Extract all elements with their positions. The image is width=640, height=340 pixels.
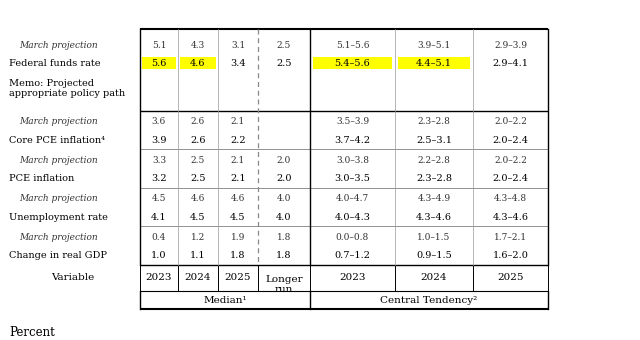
Text: 2.0–2.2: 2.0–2.2	[494, 156, 527, 165]
Text: 5.1: 5.1	[152, 41, 166, 50]
Text: 3.6: 3.6	[152, 117, 166, 126]
Text: 5.1–5.6: 5.1–5.6	[336, 41, 369, 50]
Text: 4.5: 4.5	[230, 213, 246, 222]
Text: 2.2–2.8: 2.2–2.8	[417, 156, 451, 165]
Text: 4.6: 4.6	[231, 194, 245, 203]
Text: 2023: 2023	[339, 273, 365, 282]
Text: 2025: 2025	[225, 273, 252, 282]
Text: 2.3–2.8: 2.3–2.8	[417, 117, 451, 126]
Text: Variable: Variable	[51, 273, 94, 282]
Text: 1.0: 1.0	[151, 251, 167, 260]
Text: 1.1: 1.1	[190, 251, 206, 260]
Text: 4.0: 4.0	[276, 213, 292, 222]
Text: 2.0: 2.0	[276, 174, 292, 183]
Text: 2.0–2.4: 2.0–2.4	[493, 174, 529, 183]
Text: Median¹: Median¹	[203, 295, 247, 305]
Text: 4.5: 4.5	[152, 194, 166, 203]
Text: 2.6: 2.6	[190, 136, 205, 145]
Text: 1.8: 1.8	[276, 251, 292, 260]
Text: Change in real GDP: Change in real GDP	[9, 251, 107, 260]
Text: 3.0–3.5: 3.0–3.5	[335, 174, 371, 183]
Text: 2024: 2024	[420, 273, 447, 282]
Bar	[180, 57, 216, 69]
Text: 1.8: 1.8	[277, 233, 291, 242]
Text: 0.9–1.5: 0.9–1.5	[416, 251, 452, 260]
Text: 1.7–2.1: 1.7–2.1	[494, 233, 527, 242]
Text: 2.5–3.1: 2.5–3.1	[416, 136, 452, 145]
Text: 2.1: 2.1	[231, 156, 245, 165]
Text: March projection: March projection	[19, 194, 98, 203]
Text: 4.0: 4.0	[277, 194, 291, 203]
Text: 0.7–1.2: 0.7–1.2	[335, 251, 371, 260]
Bar	[398, 57, 470, 69]
Text: 3.9: 3.9	[151, 136, 167, 145]
Text: Federal funds rate: Federal funds rate	[9, 59, 100, 68]
Text: 4.3–4.8: 4.3–4.8	[494, 194, 527, 203]
Text: Memo: Projected
appropriate policy path: Memo: Projected appropriate policy path	[9, 79, 125, 99]
Text: 2.5: 2.5	[190, 174, 205, 183]
Text: 1.2: 1.2	[191, 233, 205, 242]
Text: 2.1: 2.1	[230, 174, 246, 183]
Text: 1.9: 1.9	[231, 233, 245, 242]
Text: 4.6: 4.6	[191, 194, 205, 203]
Text: 2.9–3.9: 2.9–3.9	[494, 41, 527, 50]
Text: 3.1: 3.1	[231, 41, 245, 50]
Text: 2.3–2.8: 2.3–2.8	[416, 174, 452, 183]
Text: Central Tendency²: Central Tendency²	[380, 295, 477, 305]
Text: 4.0–4.3: 4.0–4.3	[335, 213, 371, 222]
Text: 2023: 2023	[146, 273, 172, 282]
Text: 1.6–2.0: 1.6–2.0	[493, 251, 529, 260]
Text: 2.0–2.4: 2.0–2.4	[493, 136, 529, 145]
Bar	[313, 57, 392, 69]
Text: 3.5–3.9: 3.5–3.9	[336, 117, 369, 126]
Text: Percent: Percent	[9, 326, 55, 339]
Text: 4.4–5.1: 4.4–5.1	[416, 59, 452, 68]
Text: 4.3–4.6: 4.3–4.6	[416, 213, 452, 222]
Text: 1.8: 1.8	[230, 251, 246, 260]
Text: 4.5: 4.5	[190, 213, 205, 222]
Text: Core PCE inflation⁴: Core PCE inflation⁴	[9, 136, 105, 145]
Text: 4.3: 4.3	[191, 41, 205, 50]
Text: 0.4: 0.4	[152, 233, 166, 242]
Text: 1.0–1.5: 1.0–1.5	[417, 233, 451, 242]
Text: March projection: March projection	[19, 117, 98, 126]
Text: 2025: 2025	[497, 273, 524, 282]
Text: 4.3–4.6: 4.3–4.6	[493, 213, 529, 222]
Text: 3.7–4.2: 3.7–4.2	[335, 136, 371, 145]
Text: 5.6: 5.6	[151, 59, 166, 68]
Text: 2.5: 2.5	[191, 156, 205, 165]
Text: Unemployment rate: Unemployment rate	[9, 213, 108, 222]
Text: Longer
run: Longer run	[265, 275, 303, 294]
Text: 3.3: 3.3	[152, 156, 166, 165]
Bar	[142, 57, 176, 69]
Text: 5.4–5.6: 5.4–5.6	[335, 59, 371, 68]
Text: 2.1: 2.1	[231, 117, 245, 126]
Text: 2.6: 2.6	[191, 117, 205, 126]
Text: March projection: March projection	[19, 156, 98, 165]
Text: 2.0–2.2: 2.0–2.2	[494, 117, 527, 126]
Text: 0.0–0.8: 0.0–0.8	[336, 233, 369, 242]
Text: 4.6: 4.6	[190, 59, 205, 68]
Text: March projection: March projection	[19, 41, 98, 50]
Text: 2.0: 2.0	[277, 156, 291, 165]
Text: 4.1: 4.1	[151, 213, 167, 222]
Text: 4.0–4.7: 4.0–4.7	[336, 194, 369, 203]
Text: 2.5: 2.5	[276, 59, 292, 68]
Text: March projection: March projection	[19, 233, 98, 242]
Text: 2024: 2024	[185, 273, 211, 282]
Text: 3.9–5.1: 3.9–5.1	[417, 41, 451, 50]
Text: 3.0–3.8: 3.0–3.8	[336, 156, 369, 165]
Text: 2.9–4.1: 2.9–4.1	[493, 59, 529, 68]
Text: 3.2: 3.2	[151, 174, 167, 183]
Text: 2.5: 2.5	[277, 41, 291, 50]
Text: PCE inflation: PCE inflation	[9, 174, 74, 183]
Text: 3.4: 3.4	[230, 59, 246, 68]
Text: 4.3–4.9: 4.3–4.9	[417, 194, 451, 203]
Text: 2.2: 2.2	[230, 136, 246, 145]
